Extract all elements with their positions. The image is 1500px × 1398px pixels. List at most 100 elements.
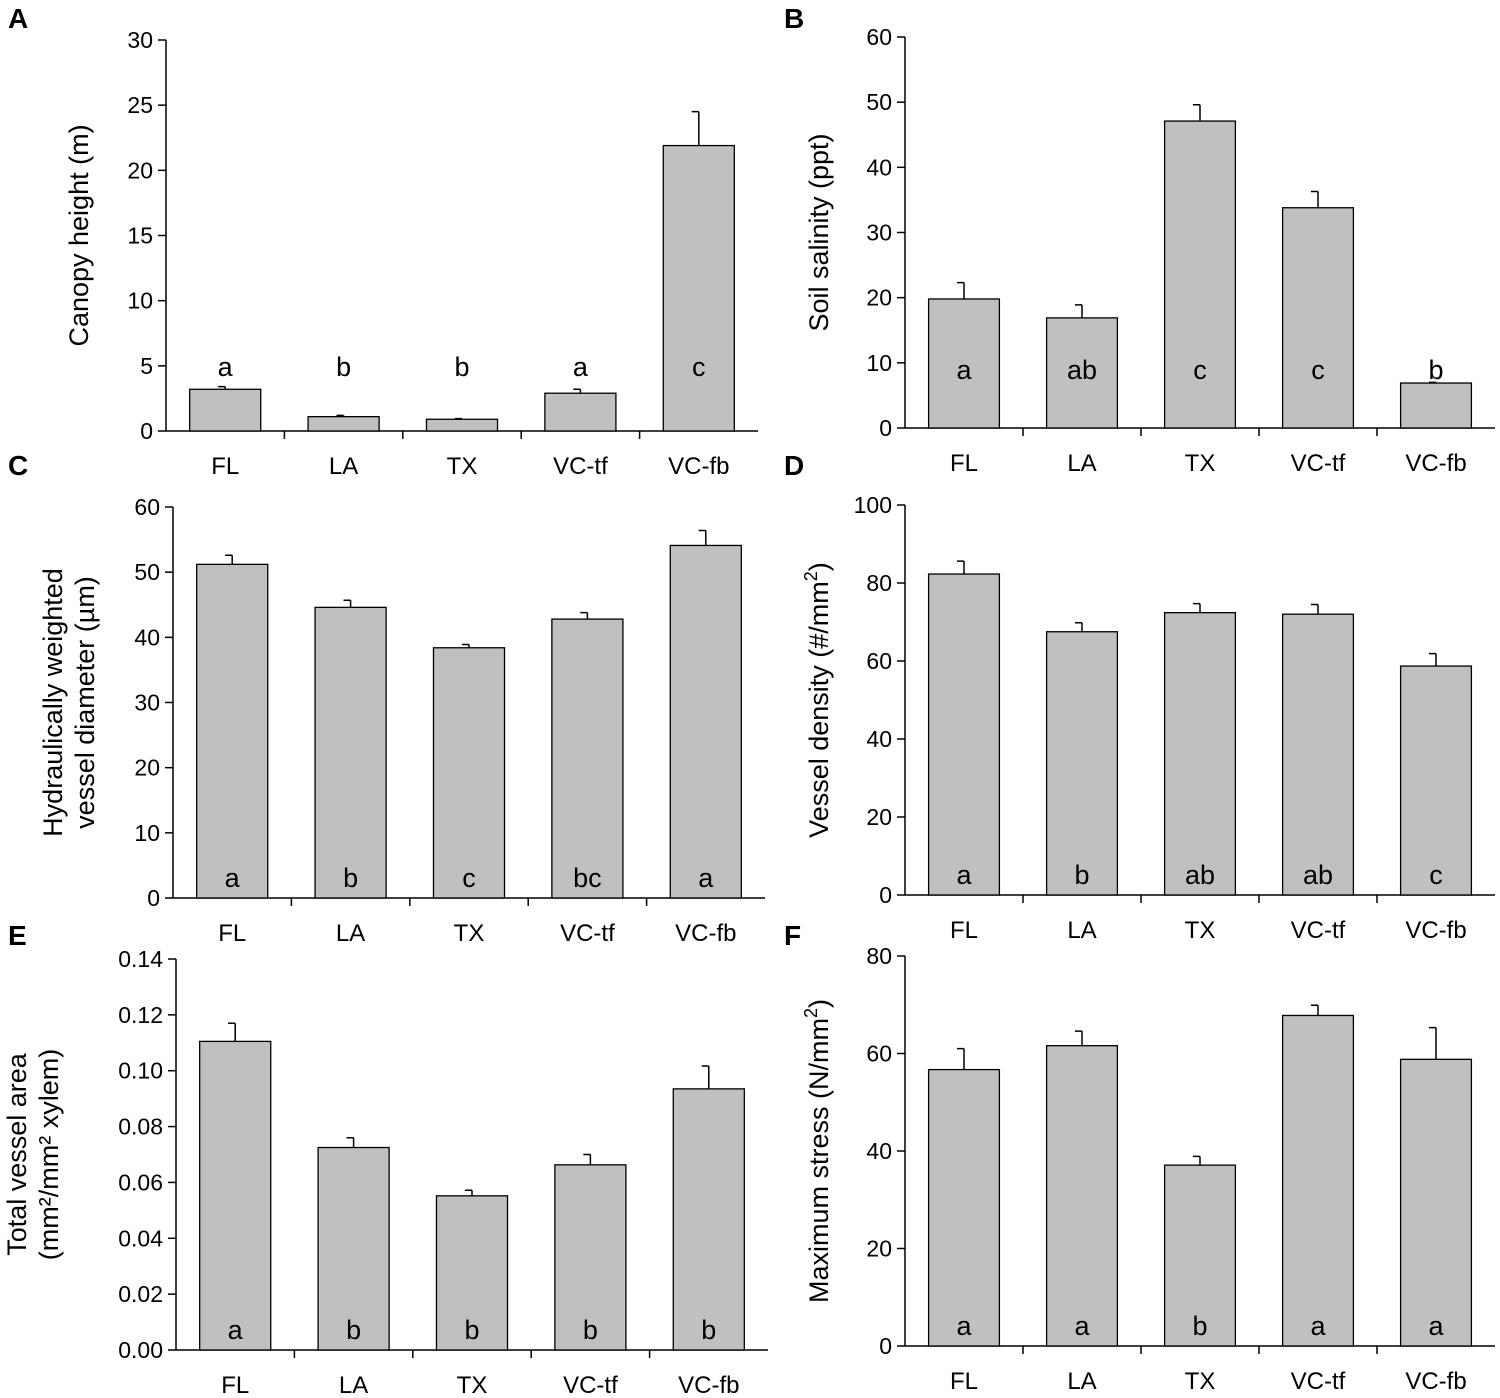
error-bar xyxy=(1074,304,1083,318)
bar-la xyxy=(317,1146,390,1351)
significance-letter: ab xyxy=(1185,860,1215,890)
category-label: VC-tf xyxy=(1291,1368,1346,1395)
significance-letter: a xyxy=(218,352,234,382)
error-bar xyxy=(343,599,352,608)
significance-letter: a xyxy=(956,1311,972,1341)
y-tick-label: 25 xyxy=(127,92,153,118)
significance-letter: b xyxy=(701,1315,716,1345)
error-bar xyxy=(956,560,965,575)
y-tick-label: 10 xyxy=(866,350,892,376)
y-axis-title-text: vessel diameter (µm) xyxy=(70,576,100,829)
y-axis-title: Canopy height (m) xyxy=(64,124,94,346)
error-bar xyxy=(956,281,965,299)
category-label: VC-fb xyxy=(675,920,736,947)
bar-la xyxy=(1045,1045,1119,1347)
significance-letter: a xyxy=(956,355,972,385)
y-tick-label: 40 xyxy=(866,726,892,752)
category-label: TX xyxy=(457,1372,488,1398)
significance-letter: a xyxy=(1310,1311,1326,1341)
y-axis-title: vessel diameter (µm) xyxy=(70,576,100,829)
y-tick-label: 0.04 xyxy=(118,1225,163,1251)
error-bar xyxy=(1310,603,1319,615)
y-axis-title-suffix: ) xyxy=(804,999,834,1008)
y-tick-label: 5 xyxy=(140,353,153,379)
bar-vc-tf xyxy=(551,618,624,899)
bar-tx xyxy=(432,647,506,899)
y-tick-label: 10 xyxy=(127,288,153,314)
y-axis-title: Soil salinity (ppt) xyxy=(804,133,834,331)
significance-letter: b xyxy=(1192,1311,1207,1341)
category-label: VC-fb xyxy=(1405,1368,1466,1395)
significance-letter: b xyxy=(583,1315,598,1345)
significance-letter: a xyxy=(573,352,589,382)
y-tick-label: 30 xyxy=(134,690,160,716)
y-tick-label: 60 xyxy=(134,494,160,520)
y-tick-label: 100 xyxy=(854,492,892,518)
bar-la xyxy=(307,416,380,432)
significance-letter: b xyxy=(1428,355,1443,385)
y-axis-title-superscript: 2 xyxy=(801,571,821,581)
category-label: VC-tf xyxy=(553,453,608,480)
y-tick-label: 30 xyxy=(866,220,892,246)
y-axis-title-text: Canopy height (m) xyxy=(64,124,94,346)
y-tick-label: 20 xyxy=(866,285,892,311)
y-tick-label: 60 xyxy=(866,24,892,50)
y-tick-label: 15 xyxy=(127,223,153,249)
y-tick-label: 20 xyxy=(134,755,160,781)
category-label: FL xyxy=(211,453,239,480)
y-axis-title-text: Soil salinity (ppt) xyxy=(804,133,834,331)
error-bar xyxy=(464,1189,473,1196)
category-label: TX xyxy=(447,453,478,480)
error-bar xyxy=(573,388,582,394)
significance-letter: ab xyxy=(1303,860,1333,890)
significance-letter: a xyxy=(956,860,972,890)
significance-letter: ab xyxy=(1067,355,1097,385)
category-label: VC-fb xyxy=(1405,450,1466,477)
panel-letter: D xyxy=(784,450,804,481)
y-tick-label: 0 xyxy=(140,418,153,444)
y-axis-title-text: Total vessel area xyxy=(2,1052,32,1256)
y-axis-title-text: Maximum stress (N/mm xyxy=(804,1018,834,1303)
bar-vc-fb xyxy=(662,144,735,432)
y-tick-label: 0 xyxy=(879,882,892,908)
bar-fl xyxy=(927,573,1001,896)
y-tick-label: 40 xyxy=(866,154,892,180)
y-tick-label: 40 xyxy=(134,624,160,650)
significance-letter: b xyxy=(464,1315,479,1345)
y-tick-label: 60 xyxy=(866,1041,892,1067)
error-bar xyxy=(701,1065,710,1089)
bar-la xyxy=(314,606,387,899)
y-tick-label: 50 xyxy=(866,89,892,115)
category-label: FL xyxy=(950,917,978,944)
y-tick-label: 0.00 xyxy=(118,1337,163,1363)
panel-b-soil-salinity: B 0 10 20 30 40 50 60 FL a LA ab TX c VC-tf c VC-fb b Soil… xyxy=(784,3,1495,477)
category-label: LA xyxy=(339,1372,368,1398)
y-axis-title: Total vessel area xyxy=(2,1052,32,1256)
error-bar xyxy=(1428,381,1437,384)
y-tick-label: 20 xyxy=(866,1236,892,1262)
y-tick-label: 80 xyxy=(866,943,892,969)
y-tick-label: 0.02 xyxy=(118,1281,163,1307)
y-axis-title-text: (mm²/mm² xylem) xyxy=(34,1049,64,1260)
category-label: VC-tf xyxy=(563,1372,618,1398)
error-bar xyxy=(228,1022,236,1042)
error-bar xyxy=(1192,1155,1201,1166)
significance-letter: b xyxy=(1074,860,1089,890)
y-axis-title-superscript: 2 xyxy=(801,1008,821,1018)
y-axis-title: (mm²/mm² xylem) xyxy=(34,1049,64,1260)
category-label: VC-fb xyxy=(1405,917,1466,944)
error-bar xyxy=(336,414,345,417)
error-bar xyxy=(454,417,463,420)
category-label: VC-tf xyxy=(1291,450,1346,477)
category-label: TX xyxy=(454,920,485,947)
y-tick-label: 0 xyxy=(879,1333,892,1359)
category-label: VC-fb xyxy=(678,1372,739,1398)
panel-d-vessel-density: D 0 20 40 60 80 100 FL a LA b TX ab VC-tf ab VC-fb c Vess… xyxy=(784,450,1495,944)
error-bar xyxy=(691,110,700,146)
y-tick-label: 40 xyxy=(866,1138,892,1164)
significance-letter: a xyxy=(1074,1311,1090,1341)
category-label: VC-tf xyxy=(1291,917,1346,944)
significance-letter: b xyxy=(454,352,469,382)
error-bar xyxy=(583,1153,592,1165)
bar-vc-tf xyxy=(1281,613,1355,896)
